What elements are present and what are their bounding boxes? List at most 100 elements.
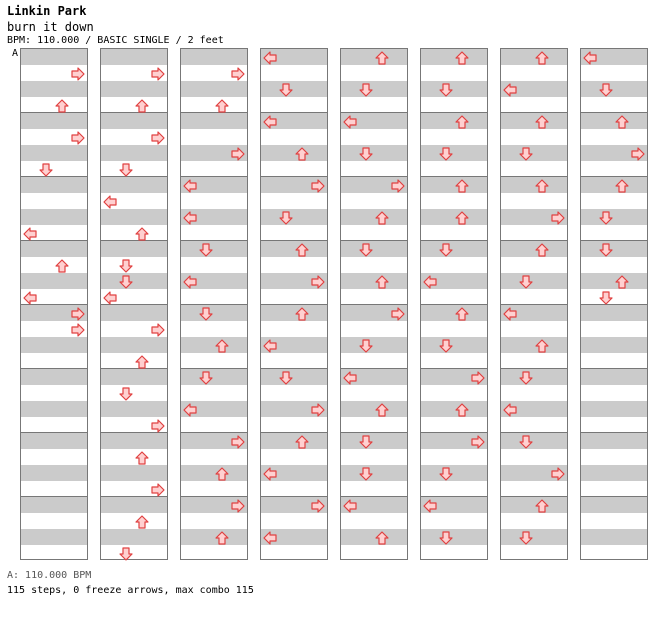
beat-band (101, 337, 167, 353)
beat-band (581, 433, 647, 449)
arrow-right-icon (231, 434, 245, 449)
arrow-down-icon (359, 434, 373, 449)
beat-band (181, 113, 247, 129)
measure-line (421, 368, 487, 369)
measure-line (421, 432, 487, 433)
beat-band (581, 465, 647, 481)
arrow-left-icon (263, 338, 277, 353)
arrow-down-icon (519, 146, 533, 161)
arrow-left-icon (263, 530, 277, 545)
beat-band (501, 497, 567, 513)
arrow-down-icon (279, 370, 293, 385)
arrow-down-icon (599, 210, 613, 225)
arrow-left-icon (583, 50, 597, 65)
arrow-down-icon (439, 82, 453, 97)
beat-band (181, 337, 247, 353)
measure-line (581, 240, 647, 241)
beat-band (421, 529, 487, 545)
measure-line (501, 240, 567, 241)
arrow-up-icon (295, 242, 309, 257)
arrow-up-icon (375, 274, 389, 289)
beat-band (21, 273, 87, 289)
arrow-left-icon (343, 370, 357, 385)
beat-band (181, 401, 247, 417)
beat-band (261, 433, 327, 449)
arrow-left-icon (263, 466, 277, 481)
arrow-down-icon (519, 434, 533, 449)
arrow-up-icon (215, 466, 229, 481)
measure-line (341, 496, 407, 497)
measure-line (501, 368, 567, 369)
arrow-left-icon (503, 82, 517, 97)
beat-band (501, 529, 567, 545)
arrow-up-icon (615, 274, 629, 289)
arrow-right-icon (471, 434, 485, 449)
measure-line (341, 240, 407, 241)
beat-band (581, 305, 647, 321)
arrow-down-icon (119, 258, 133, 273)
beat-band (501, 273, 567, 289)
beat-band (21, 145, 87, 161)
arrow-left-icon (503, 306, 517, 321)
beat-band (581, 497, 647, 513)
arrow-up-icon (535, 498, 549, 513)
arrow-down-icon (439, 146, 453, 161)
beat-band (101, 49, 167, 65)
chart-info: BPM: 110.000 / BASIC SINGLE / 2 feet (7, 35, 224, 46)
beat-band (21, 241, 87, 257)
chart-column (100, 48, 168, 560)
beat-band (581, 113, 647, 129)
beat-band (421, 145, 487, 161)
measure-line (261, 112, 327, 113)
arrow-right-icon (151, 322, 165, 337)
beat-band (261, 241, 327, 257)
beat-band (101, 529, 167, 545)
beat-band (261, 401, 327, 417)
beat-band (581, 81, 647, 97)
arrow-left-icon (343, 114, 357, 129)
beat-band (341, 177, 407, 193)
arrow-up-icon (455, 178, 469, 193)
arrow-up-icon (455, 210, 469, 225)
beat-band (101, 305, 167, 321)
measure-line (21, 496, 87, 497)
beat-band (421, 49, 487, 65)
measure-line (261, 304, 327, 305)
arrow-up-icon (535, 178, 549, 193)
song-title: burn it down (7, 20, 94, 34)
beat-band (421, 273, 487, 289)
measure-line (21, 240, 87, 241)
beat-band (101, 209, 167, 225)
beat-band (501, 113, 567, 129)
artist-name: Linkin Park (7, 4, 87, 18)
measure-line (181, 112, 247, 113)
beat-band (21, 337, 87, 353)
beat-band (101, 81, 167, 97)
beat-band (261, 81, 327, 97)
beat-band (421, 465, 487, 481)
beat-band (21, 81, 87, 97)
arrow-left-icon (503, 402, 517, 417)
arrow-down-icon (279, 82, 293, 97)
beat-band (421, 433, 487, 449)
chart-column (20, 48, 88, 560)
measure-line (581, 368, 647, 369)
arrow-down-icon (199, 306, 213, 321)
measure-line (261, 496, 327, 497)
measure-line (101, 368, 167, 369)
arrow-up-icon (295, 146, 309, 161)
measure-line (581, 112, 647, 113)
beat-band (181, 49, 247, 65)
measure-line (261, 368, 327, 369)
arrow-right-icon (551, 210, 565, 225)
arrow-up-icon (615, 114, 629, 129)
measure-line (341, 432, 407, 433)
beat-band (21, 401, 87, 417)
arrow-up-icon (455, 402, 469, 417)
beat-band (341, 465, 407, 481)
arrow-down-icon (119, 546, 133, 561)
beat-band (501, 401, 567, 417)
beat-band (181, 433, 247, 449)
measure-line (181, 240, 247, 241)
beat-band (101, 113, 167, 129)
